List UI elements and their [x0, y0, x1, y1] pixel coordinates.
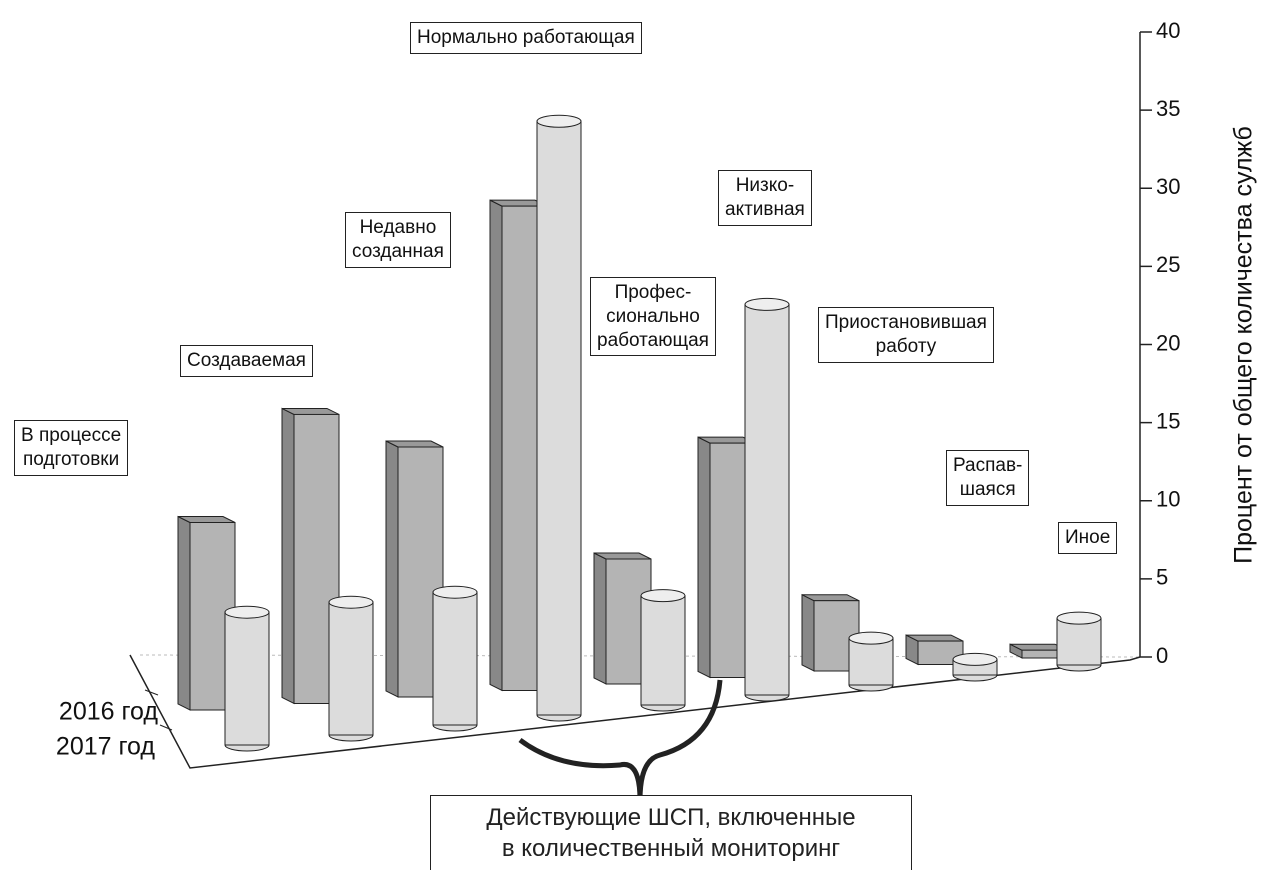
y-tick-label: 35 [1156, 96, 1180, 121]
bar-side [801, 593, 815, 672]
bar [293, 413, 340, 704]
category-label: Приостановившая работу [818, 307, 994, 363]
cylinder-top [952, 652, 998, 666]
cylinder-top [224, 605, 270, 619]
y-tick-label: 30 [1156, 174, 1180, 199]
bar-side [177, 515, 191, 711]
cylinder [744, 303, 790, 696]
y-tick-label: 20 [1156, 330, 1180, 355]
y-tick-label: 40 [1156, 18, 1180, 43]
cylinder-top [432, 585, 478, 599]
cylinder [1056, 617, 1102, 666]
cylinder [536, 120, 582, 716]
category-label: Создаваемая [180, 345, 313, 377]
bar [917, 640, 964, 665]
bar-side [385, 440, 399, 698]
cylinder [224, 611, 270, 746]
legend-tick [159, 724, 173, 731]
cylinder [328, 601, 374, 736]
category-label: Профес- сионально работающая [590, 277, 716, 357]
y-tick-label: 25 [1156, 252, 1180, 277]
category-label: Иное [1058, 522, 1118, 554]
y-tick-label: 5 [1156, 565, 1168, 590]
floor [129, 654, 1141, 769]
y-tick-label: 0 [1156, 643, 1168, 668]
category-label: Нормально работающая [410, 22, 642, 54]
cylinder [848, 637, 894, 686]
bar-side [697, 436, 711, 679]
category-label: Низко- активная [718, 170, 812, 226]
cylinder-top [328, 595, 374, 609]
cylinder-top [640, 589, 686, 603]
legend-tick [144, 689, 159, 696]
cylinder [640, 595, 686, 706]
y-axis-title: Процент от общего количества сулжб [1230, 126, 1258, 564]
cylinder-top [1056, 611, 1102, 625]
annotation: Действующие ШСП, включенные в количестве… [430, 795, 912, 871]
cylinder-top [744, 297, 790, 311]
category-label: Недавно созданная [345, 212, 451, 268]
cylinder-top [536, 114, 582, 128]
category-label: Распав- шаяся [946, 450, 1030, 506]
bar-side [489, 199, 503, 692]
category-label: В процессе подготовки [14, 420, 129, 476]
legend-label: 2016 год [59, 698, 158, 726]
y-tick-label: 10 [1156, 487, 1180, 512]
y-tick-label: 15 [1156, 408, 1180, 433]
cylinder [432, 591, 478, 726]
bar-side [281, 407, 295, 705]
legend-label: 2017 год [56, 733, 155, 761]
bar-side [593, 552, 607, 685]
cylinder-top [848, 631, 894, 645]
